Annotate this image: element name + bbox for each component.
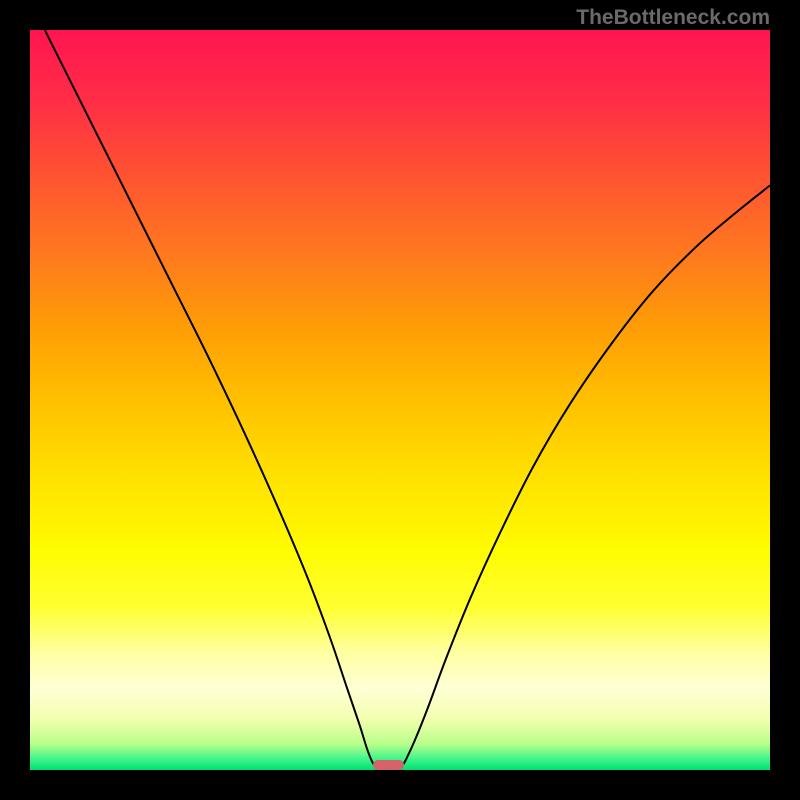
curve-left-branch [45,30,376,767]
cusp-marker [373,760,404,770]
watermark-text: TheBottleneck.com [576,6,770,30]
chart-curves [30,30,770,770]
plot-area [30,30,770,770]
curve-right-branch [401,185,770,767]
